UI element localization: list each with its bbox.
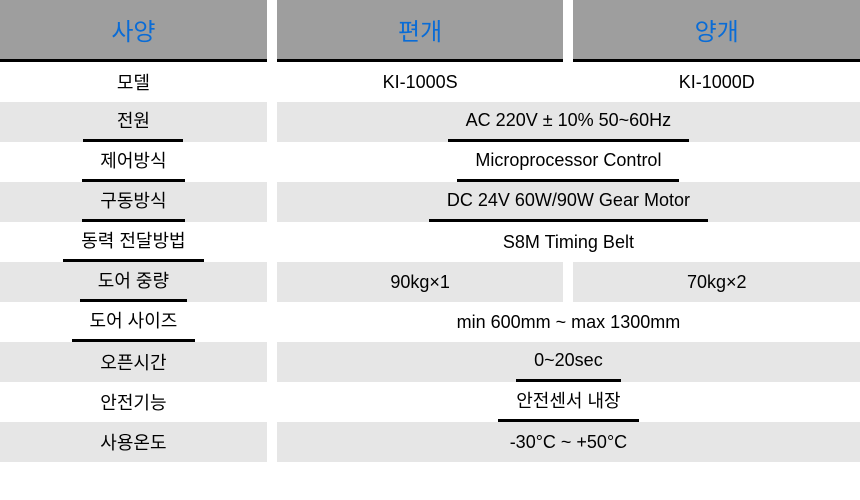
header-double-label: 양개 [695, 12, 739, 47]
header-single-label: 편개 [398, 12, 442, 47]
row-value-merged: -30°C ~ +50°C [277, 422, 860, 462]
row-value-single: KI-1000S [277, 62, 564, 102]
row-label-cell: 오픈시간 [0, 342, 267, 382]
table-row: 사용온도 -30°C ~ +50°C [0, 422, 860, 462]
row-label-cell: 구동방식 [0, 182, 267, 222]
table-row: 안전기능 안전센서 내장 [0, 382, 860, 422]
row-label: 안전기능 [98, 389, 168, 415]
table-row: 동력 전달방법 S8M Timing Belt [0, 222, 860, 262]
header-spec: 사양 [0, 0, 267, 62]
row-label-cell: 사용온도 [0, 422, 267, 462]
row-value: 안전센서 내장 [498, 382, 638, 422]
row-value-double: 70kg×2 [573, 262, 860, 302]
row-label: 도어 사이즈 [72, 302, 196, 342]
table-row: 도어 사이즈 min 600mm ~ max 1300mm [0, 302, 860, 342]
header-spec-label: 사양 [111, 12, 155, 47]
row-value-merged: min 600mm ~ max 1300mm [277, 302, 860, 342]
row-label-cell: 동력 전달방법 [0, 222, 267, 262]
header-single: 편개 [277, 0, 564, 62]
row-label: 구동방식 [82, 182, 184, 222]
table-row: 구동방식 DC 24V 60W/90W Gear Motor [0, 182, 860, 222]
header-double: 양개 [573, 0, 860, 62]
row-value-merged: S8M Timing Belt [277, 222, 860, 262]
row-label: 제어방식 [82, 142, 184, 182]
table-row: 전원 AC 220V ± 10% 50~60Hz [0, 102, 860, 142]
row-label-cell: 모델 [0, 62, 267, 102]
table-row: 도어 중량 90kg×1 70kg×2 [0, 262, 860, 302]
header-row: 사양 편개 양개 [0, 0, 860, 62]
row-value: AC 220V ± 10% 50~60Hz [448, 102, 690, 142]
row-label-cell: 안전기능 [0, 382, 267, 422]
row-value-double: KI-1000D [573, 62, 860, 102]
row-value: 90kg×1 [388, 272, 452, 293]
row-value-merged: 안전센서 내장 [277, 382, 860, 422]
row-label: 오픈시간 [98, 349, 168, 375]
row-value: Microprocessor Control [457, 142, 679, 182]
spec-table: 사양 편개 양개 모델 KI-1000S KI-1000D 전원 AC 220V ± 1… [0, 0, 860, 462]
row-value: -30°C ~ +50°C [508, 432, 629, 453]
row-value: 0~20sec [516, 342, 621, 382]
row-label-cell: 도어 중량 [0, 262, 267, 302]
row-value-merged: AC 220V ± 10% 50~60Hz [277, 102, 860, 142]
row-value-merged: DC 24V 60W/90W Gear Motor [277, 182, 860, 222]
row-label: 전원 [83, 102, 183, 142]
row-label-cell: 전원 [0, 102, 267, 142]
table-row: 제어방식 Microprocessor Control [0, 142, 860, 182]
row-value: S8M Timing Belt [501, 232, 636, 253]
row-value: KI-1000D [677, 72, 757, 93]
row-value: DC 24V 60W/90W Gear Motor [429, 182, 708, 222]
row-label: 사용온도 [98, 429, 168, 455]
row-label-cell: 도어 사이즈 [0, 302, 267, 342]
row-value: 70kg×2 [685, 272, 749, 293]
row-value-merged: Microprocessor Control [277, 142, 860, 182]
row-label-cell: 제어방식 [0, 142, 267, 182]
table-row: 오픈시간 0~20sec [0, 342, 860, 382]
table-body: 모델 KI-1000S KI-1000D 전원 AC 220V ± 10% 50~60H… [0, 62, 860, 462]
row-value-merged: 0~20sec [277, 342, 860, 382]
table-row: 모델 KI-1000S KI-1000D [0, 62, 860, 102]
row-value: KI-1000S [381, 72, 460, 93]
row-label: 도어 중량 [80, 262, 187, 302]
row-label: 동력 전달방법 [63, 222, 203, 262]
row-value: min 600mm ~ max 1300mm [455, 312, 683, 333]
row-label: 모델 [115, 69, 152, 95]
row-value-single: 90kg×1 [277, 262, 564, 302]
